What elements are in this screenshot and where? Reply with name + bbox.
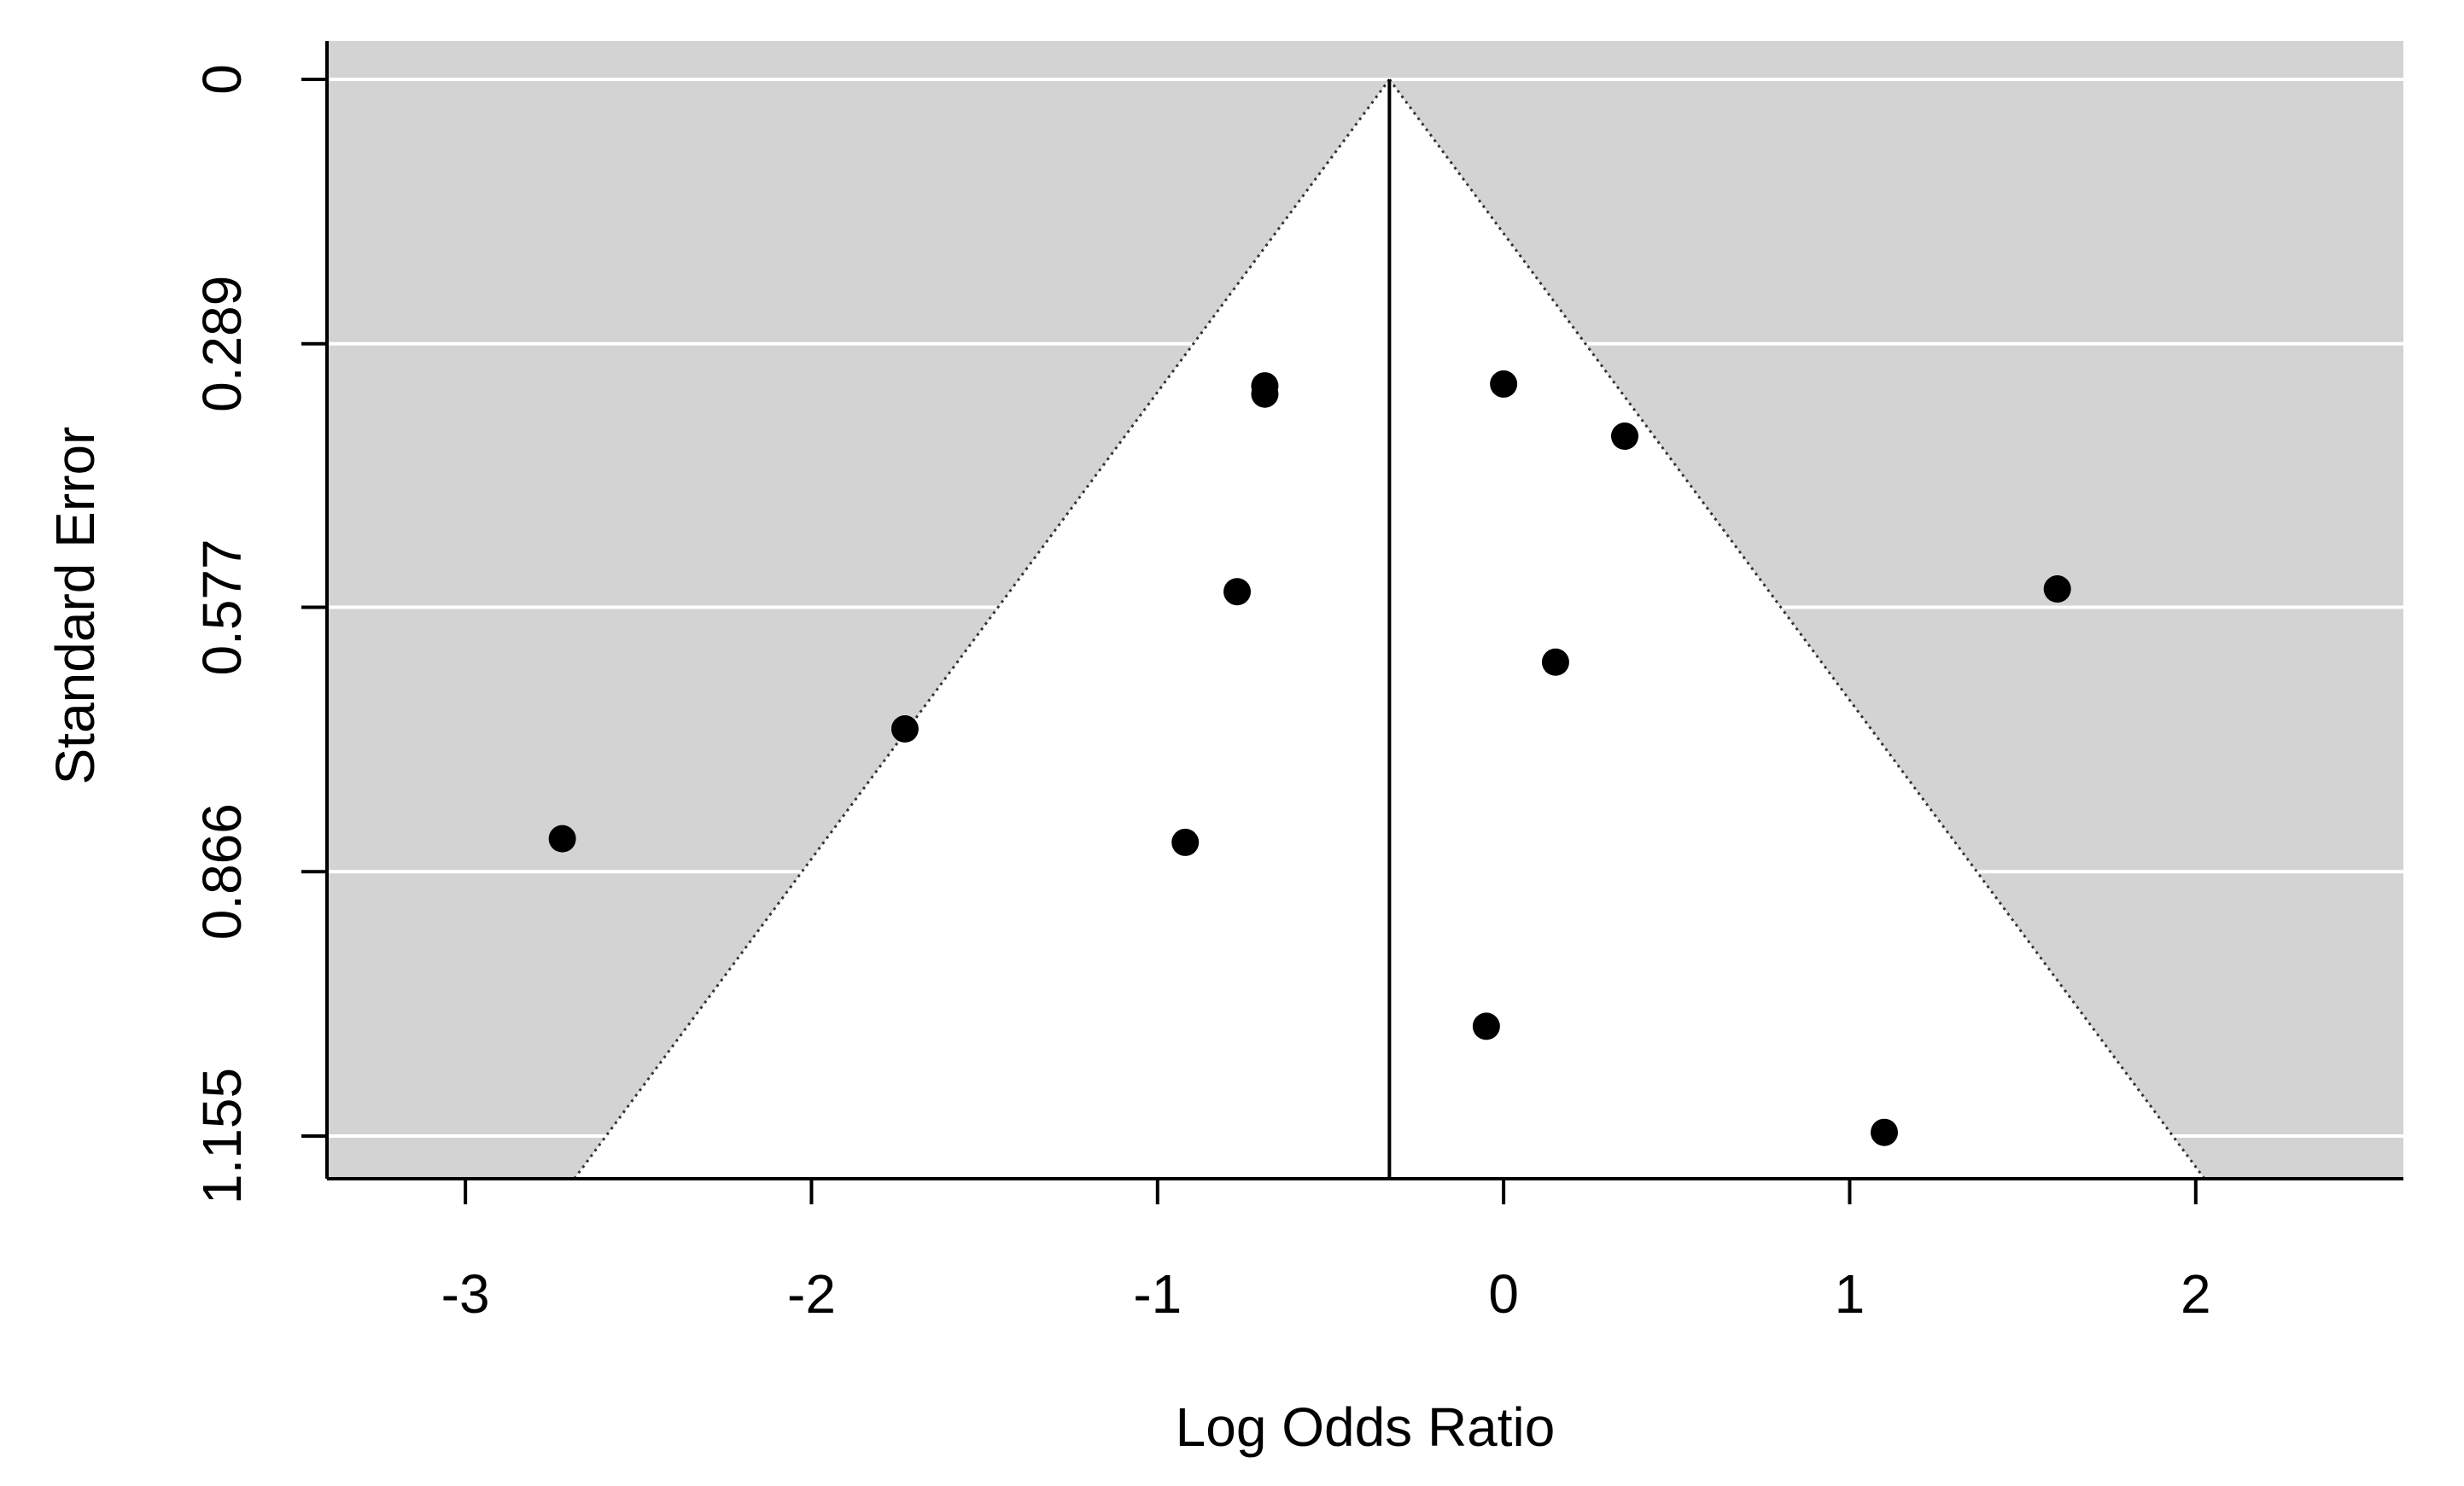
y-tick-label: 0.866: [191, 803, 253, 940]
data-point: [548, 825, 576, 853]
data-point: [1472, 1012, 1500, 1040]
y-tick-label: 0.577: [191, 539, 253, 675]
axes: [301, 41, 2403, 1204]
data-point: [1223, 578, 1252, 606]
data-point: [1171, 828, 1200, 856]
x-tick-label: 2: [2181, 1263, 2211, 1325]
data-point: [1490, 370, 1518, 398]
y-tick-labels: 0 0.289 0.577 0.866 1.155: [191, 64, 253, 1204]
y-tick-label: 0: [191, 64, 253, 95]
y-axis-title: Standard Error: [44, 427, 106, 785]
data-point: [1541, 648, 1569, 676]
data-point: [1251, 380, 1279, 408]
data-point: [1871, 1118, 1898, 1146]
funnel-left-edge: [573, 79, 1391, 1180]
data-point: [890, 715, 919, 743]
x-tick-label: -2: [787, 1263, 836, 1325]
x-axis-title: Log Odds Ratio: [1176, 1396, 1556, 1458]
x-tick-label: 0: [1488, 1263, 1519, 1325]
funnel-right-edge: [1388, 79, 2206, 1180]
x-tick-labels: -3 -2 -1 0 1 2: [441, 1263, 2211, 1325]
data-points: [548, 370, 2071, 1146]
x-tick-label: -3: [441, 1263, 490, 1325]
y-tick-label: 1.155: [191, 1068, 253, 1204]
data-point: [2043, 575, 2071, 603]
x-tick-label: -1: [1133, 1263, 1182, 1325]
x-tick-label: 1: [1835, 1263, 1866, 1325]
y-tick-label: 0.289: [191, 276, 253, 412]
funnel-edges: [573, 79, 2206, 1180]
data-point: [1611, 422, 1638, 451]
